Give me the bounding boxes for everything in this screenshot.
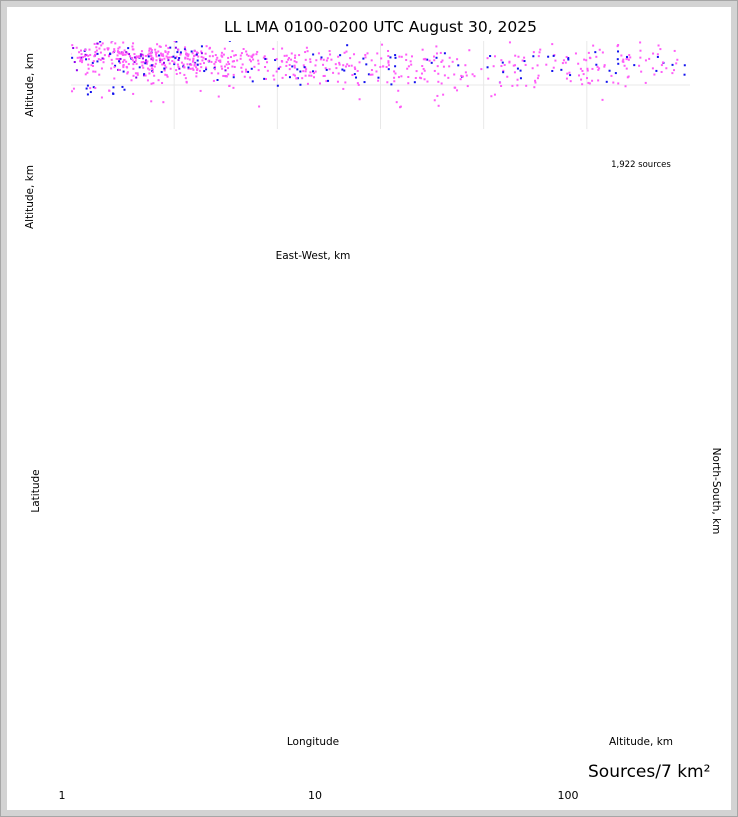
ns-panel-xlabel: Altitude, km bbox=[609, 736, 673, 748]
figure-title: LL LMA 0100-0200 UTC August 30, 2025 bbox=[224, 18, 537, 36]
ew-panel-xlabel: East-West, km bbox=[276, 250, 351, 262]
figure-canvas: LL LMA 0100-0200 UTC August 30, 2025 Alt… bbox=[7, 7, 731, 810]
map-ylabel: Latitude bbox=[30, 469, 42, 512]
ew-panel-ylabel: Altitude, km bbox=[24, 165, 36, 229]
colorbar-tick-1: 1 bbox=[59, 789, 66, 802]
map-xlabel: Longitude bbox=[287, 736, 339, 748]
time-panel-ylabel: Altitude, km bbox=[24, 53, 36, 117]
source-count-annotation: 1,922 sources bbox=[611, 160, 671, 170]
colorbar-tick-10: 10 bbox=[308, 789, 322, 802]
colorbar-label: Sources/7 km² bbox=[588, 762, 710, 782]
lma-figure: LL LMA 0100-0200 UTC August 30, 2025 Alt… bbox=[24, 18, 722, 802]
ns-panel-ylabel: North-South, km bbox=[710, 448, 722, 535]
colorbar-tick-100: 100 bbox=[558, 789, 579, 802]
